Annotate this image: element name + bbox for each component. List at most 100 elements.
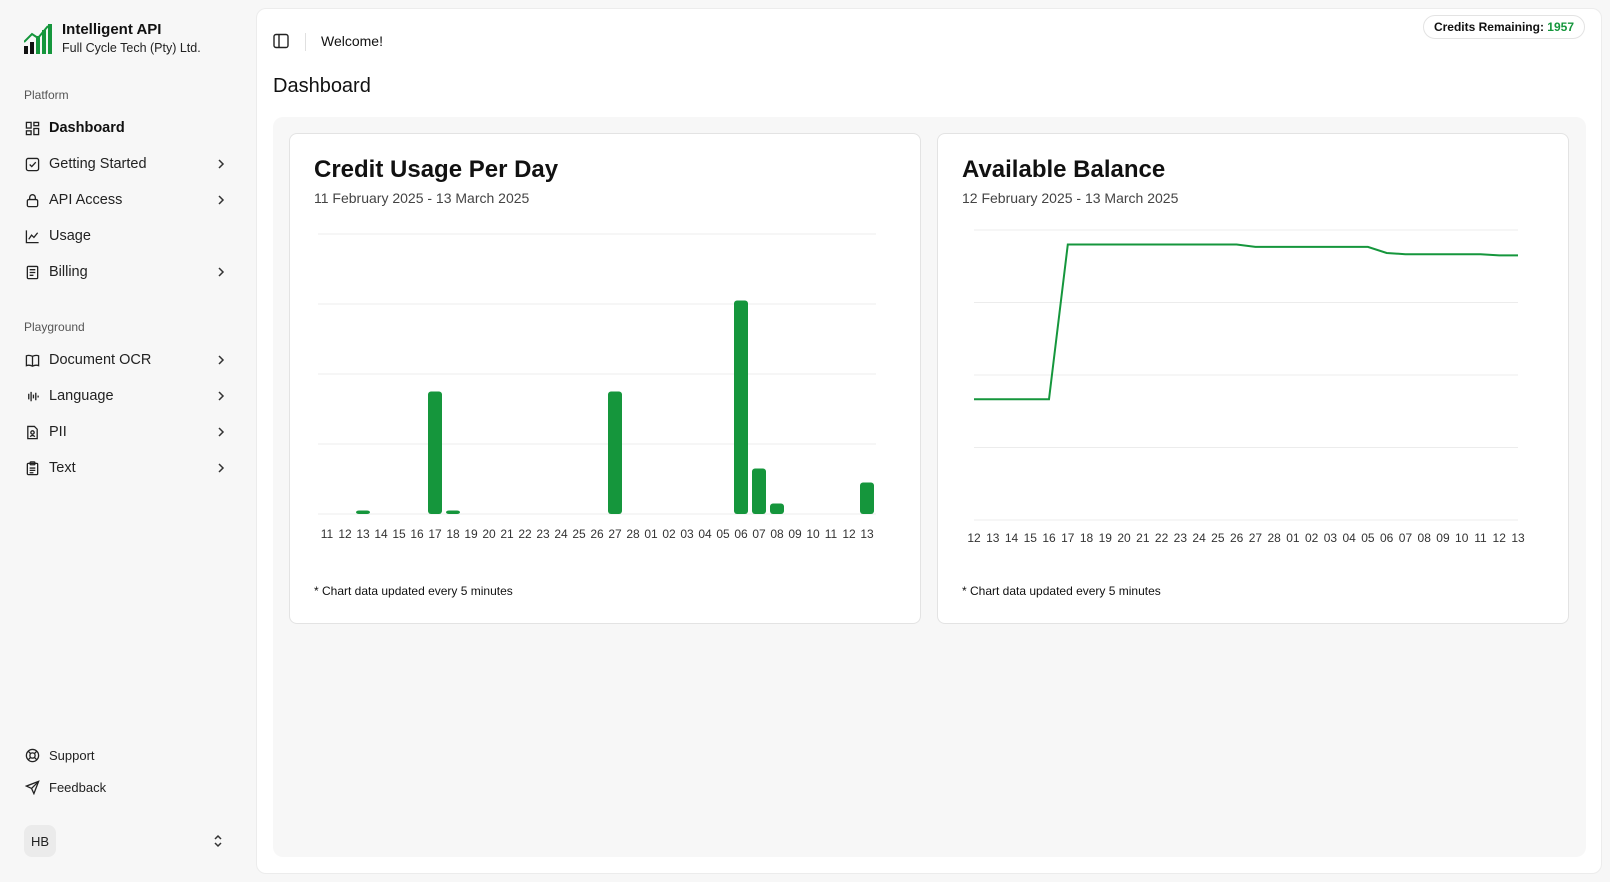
x-tick-label: 04 — [698, 527, 712, 541]
x-tick-label: 21 — [1136, 531, 1150, 545]
chevrons-up-down-icon — [214, 834, 222, 848]
sidebar-item-support[interactable]: Support — [16, 739, 238, 771]
logo-icon — [24, 24, 52, 54]
chart-icon — [24, 228, 40, 244]
x-tick-label: 12 — [1493, 531, 1507, 545]
x-tick-label: 12 — [842, 527, 856, 541]
x-tick-label: 27 — [1249, 531, 1263, 545]
x-tick-label: 13 — [356, 527, 370, 541]
sidebar-item-label: PII — [49, 424, 67, 440]
sidebar-toggle-icon[interactable] — [271, 31, 291, 51]
x-tick-label: 14 — [1005, 531, 1019, 545]
x-tick-label: 27 — [608, 527, 622, 541]
page-title: Dashboard — [273, 75, 371, 97]
chevron-right-icon — [218, 267, 225, 277]
x-tick-label: 06 — [734, 527, 748, 541]
x-tick-label: 09 — [1436, 531, 1450, 545]
brand-name: Intelligent API — [62, 21, 162, 38]
x-tick-label: 07 — [1399, 531, 1413, 545]
sidebar-item-document-ocr[interactable]: Document OCR — [16, 344, 238, 376]
available-balance-card: Available Balance 12 February 2025 - 13 … — [937, 133, 1569, 624]
sidebar-item-label: Getting Started — [49, 156, 147, 172]
available-balance-line-chart: 12 13 14 15 16 17 18 19 20 21 22 23 24 25 26 27 28 01 02 03… — [967, 229, 1525, 545]
sidebar-item-billing[interactable]: Billing — [16, 256, 238, 288]
balance-line — [974, 243, 1518, 401]
dashboard-content: Credit Usage Per Day 11 February 2025 - … — [273, 117, 1586, 857]
sidebar-item-pii[interactable]: PII — [16, 416, 238, 448]
sidebar-item-label: Language — [49, 388, 114, 404]
card-note: * Chart data updated every 5 minutes — [314, 584, 513, 598]
chevron-right-icon — [218, 391, 225, 401]
platform-section-label: Platform — [24, 88, 69, 102]
sidebar-item-usage[interactable]: Usage — [16, 220, 238, 252]
x-tick-label: 13 — [1511, 531, 1525, 545]
x-tick-label: 28 — [1267, 531, 1281, 545]
x-tick-label: 04 — [1342, 531, 1356, 545]
sidebar-item-feedback[interactable]: Feedback — [16, 771, 238, 803]
x-tick-label: 22 — [1155, 531, 1169, 545]
x-tick-label: 15 — [1024, 531, 1038, 545]
chevron-right-icon — [218, 463, 225, 473]
x-tick-label: 22 — [518, 527, 532, 541]
sidebar-item-dashboard[interactable]: Dashboard — [16, 112, 238, 144]
sidebar-item-label: Billing — [49, 264, 88, 280]
send-icon — [24, 779, 40, 795]
chevron-right-icon — [218, 195, 225, 205]
audio-waveform-icon — [24, 388, 40, 404]
x-tick-label: 12 — [338, 527, 352, 541]
sidebar-item-language[interactable]: Language — [16, 380, 238, 412]
sidebar-item-label: Text — [49, 460, 76, 476]
x-tick-label: 24 — [554, 527, 568, 541]
x-tick-label: 08 — [770, 527, 784, 541]
x-tick-label: 20 — [1117, 531, 1131, 545]
x-tick-label: 17 — [428, 527, 442, 541]
sidebar-item-label: Support — [49, 747, 95, 763]
credits-badge: Credits Remaining: 1957 — [1422, 15, 1585, 39]
bar — [608, 391, 622, 514]
chevron-right-icon — [218, 355, 225, 365]
x-tick-label: 26 — [1230, 531, 1244, 545]
clipboard-text-icon — [24, 460, 40, 476]
x-tick-label: 08 — [1418, 531, 1432, 545]
x-tick-label: 03 — [1324, 531, 1338, 545]
credit-usage-card: Credit Usage Per Day 11 February 2025 - … — [289, 133, 921, 624]
brand-org: Full Cycle Tech (Pty) Ltd. — [62, 41, 201, 55]
x-tick-label: 02 — [662, 527, 676, 541]
x-tick-label: 14 — [374, 527, 388, 541]
credit-usage-bar-chart: 11 12 13 14 15 16 17 18 19 20 21 22 23 24 25 26 27 28 01 02… — [318, 233, 876, 541]
x-tick-label: 11 — [321, 527, 334, 541]
sidebar-item-label: Document OCR — [49, 352, 152, 368]
x-tick-label: 10 — [806, 527, 820, 541]
bar — [860, 482, 874, 514]
lifebuoy-icon — [24, 747, 40, 763]
sidebar-item-label: Dashboard — [49, 120, 125, 136]
user-menu[interactable]: HB — [16, 822, 238, 860]
header-divider — [305, 33, 306, 51]
sidebar: Intelligent API Full Cycle Tech (Pty) Lt… — [0, 0, 256, 882]
sidebar-item-text[interactable]: Text — [16, 452, 238, 484]
brand[interactable]: Intelligent API Full Cycle Tech (Pty) Lt… — [24, 20, 201, 56]
bar — [356, 510, 370, 514]
x-tick-label: 17 — [1061, 531, 1075, 545]
sidebar-item-label: API Access — [49, 192, 123, 208]
bar — [770, 503, 784, 514]
bar — [752, 468, 766, 514]
avatar: HB — [24, 825, 56, 857]
x-tick-label: 10 — [1455, 531, 1469, 545]
x-tick-label: 25 — [572, 527, 586, 541]
bar — [428, 391, 442, 514]
chevron-right-icon — [218, 159, 225, 169]
file-user-icon — [24, 424, 40, 440]
dashboard-icon — [24, 120, 40, 136]
x-tick-label: 23 — [1174, 531, 1188, 545]
x-tick-label: 21 — [500, 527, 514, 541]
card-note: * Chart data updated every 5 minutes — [962, 584, 1161, 598]
bar — [446, 510, 460, 514]
sidebar-item-api-access[interactable]: API Access — [16, 184, 238, 216]
card-title: Available Balance — [962, 156, 1166, 183]
book-icon — [24, 352, 40, 368]
card-subtitle: 12 February 2025 - 13 March 2025 — [962, 190, 1179, 206]
x-tick-label: 05 — [716, 527, 730, 541]
welcome-text: Welcome! — [321, 33, 383, 49]
sidebar-item-getting-started[interactable]: Getting Started — [16, 148, 238, 180]
